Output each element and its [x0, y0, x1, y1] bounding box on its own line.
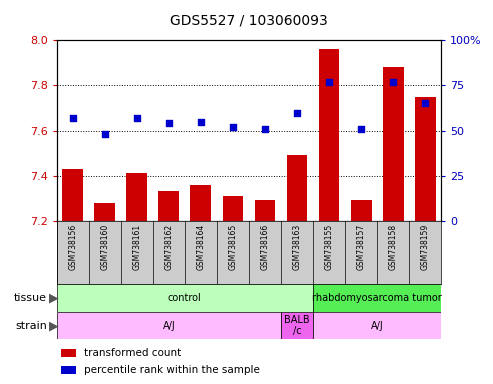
Text: GSM738158: GSM738158	[388, 224, 398, 270]
Text: GSM738166: GSM738166	[260, 224, 270, 270]
Bar	[286, 156, 308, 221]
Text: GSM738164: GSM738164	[196, 224, 206, 270]
Text: control: control	[168, 293, 202, 303]
Bar	[57, 284, 313, 312]
Bar	[318, 49, 340, 221]
Point	[293, 109, 301, 116]
Point	[133, 115, 141, 121]
Text: GSM738163: GSM738163	[292, 224, 302, 270]
Point	[389, 79, 397, 85]
Bar	[190, 185, 211, 221]
Point	[69, 115, 77, 121]
Bar	[57, 312, 281, 339]
Point	[197, 118, 205, 124]
Text: rhabdomyosarcoma tumor: rhabdomyosarcoma tumor	[312, 293, 442, 303]
Bar	[383, 68, 404, 221]
Text: transformed count: transformed count	[84, 348, 181, 358]
Text: GDS5527 / 103060093: GDS5527 / 103060093	[170, 13, 328, 27]
Text: percentile rank within the sample: percentile rank within the sample	[84, 365, 259, 375]
Bar	[351, 200, 372, 221]
Point	[325, 79, 333, 85]
Point	[261, 126, 269, 132]
Text: GSM738161: GSM738161	[132, 224, 141, 270]
Point	[101, 131, 108, 137]
Bar	[313, 284, 441, 312]
Point	[165, 120, 173, 126]
Text: GSM738165: GSM738165	[228, 224, 238, 270]
Text: BALB
/c: BALB /c	[284, 315, 310, 336]
Point	[357, 126, 365, 132]
Bar	[254, 200, 276, 221]
Text: GSM738162: GSM738162	[164, 224, 174, 270]
Bar	[62, 169, 83, 221]
Text: GSM738157: GSM738157	[356, 224, 366, 270]
Text: GSM738156: GSM738156	[68, 224, 77, 270]
Text: GSM738160: GSM738160	[100, 224, 109, 270]
Point	[421, 101, 429, 107]
Text: strain: strain	[15, 321, 47, 331]
Text: tissue: tissue	[14, 293, 47, 303]
Text: GSM738155: GSM738155	[324, 224, 334, 270]
Text: GSM738159: GSM738159	[421, 224, 430, 270]
Bar	[222, 196, 244, 221]
Bar	[94, 203, 115, 221]
Bar	[61, 366, 76, 374]
Text: A/J: A/J	[163, 321, 175, 331]
Bar	[313, 312, 441, 339]
Text: ▶: ▶	[49, 319, 59, 332]
Text: ▶: ▶	[49, 291, 59, 305]
Bar	[61, 349, 76, 357]
Bar	[158, 192, 179, 221]
Point	[229, 124, 237, 130]
Bar	[415, 97, 436, 221]
Text: A/J: A/J	[371, 321, 384, 331]
Bar	[126, 174, 147, 221]
Bar	[281, 312, 313, 339]
